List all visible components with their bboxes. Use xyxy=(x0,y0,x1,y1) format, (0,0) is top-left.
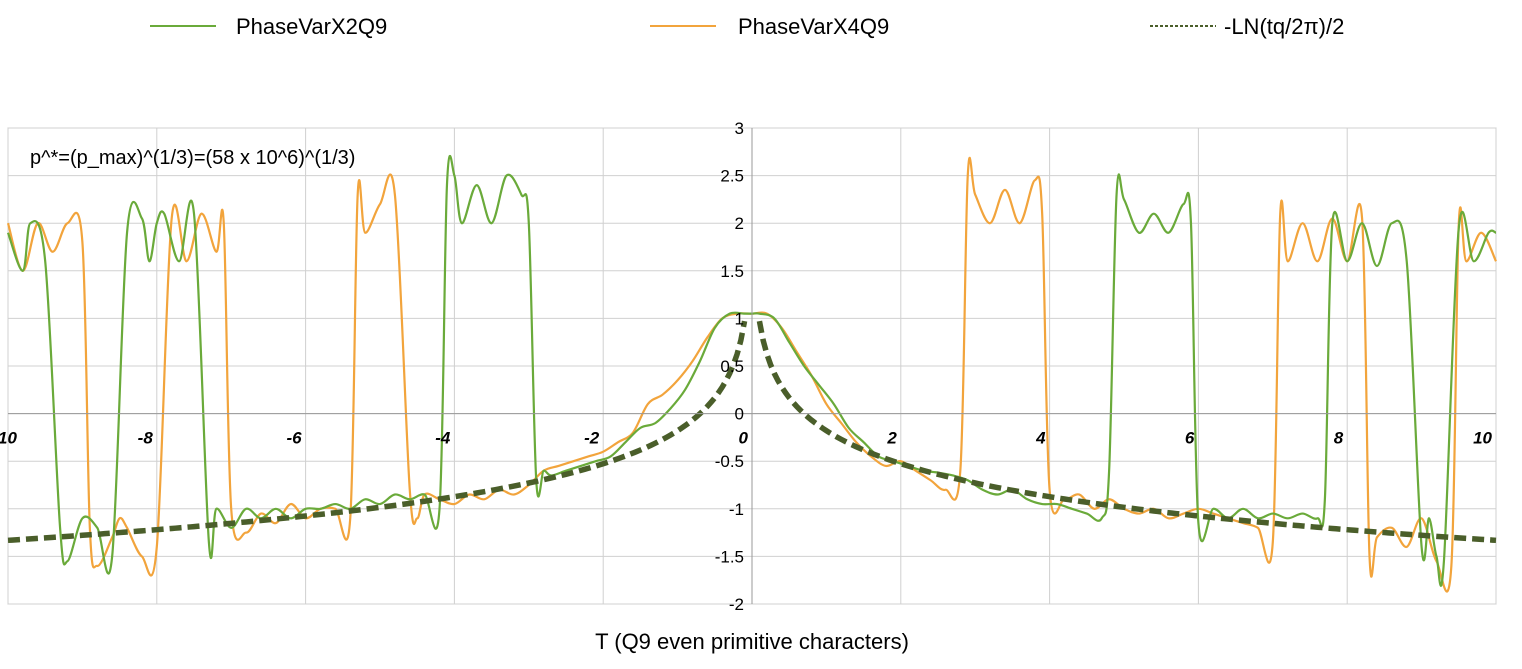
x-tick-label: -8 xyxy=(138,429,154,448)
axes-layer: 3 2.5 2 1.5 1 0.5 0 -0.5 -1 -1.5 -2 10 -8 -6 -4 -2 0 2 4 6 8… xyxy=(0,119,1496,614)
y-tick-label: 0.5 xyxy=(720,357,744,376)
x-tick-label: 4 xyxy=(1035,429,1046,448)
legend-label-series-2: PhaseVarX4Q9 xyxy=(738,14,889,39)
y-tick-label: 1.5 xyxy=(720,262,744,281)
x-tick-label: -4 xyxy=(435,429,451,448)
x-tick-label: 10 xyxy=(0,429,17,448)
y-tick-label: -1 xyxy=(729,500,744,519)
y-tick-label: 2 xyxy=(735,214,744,233)
legend-label-series-3: -LN(tq/2π)/2 xyxy=(1224,14,1344,39)
series-line-3-left xyxy=(7,320,748,544)
x-tick-label: 10 xyxy=(1473,429,1492,448)
y-tick-label: -2 xyxy=(729,595,744,614)
legend: PhaseVarX2Q9 PhaseVarX4Q9 -LN(tq/2π)/2 xyxy=(150,14,1344,39)
x-tick-label: 2 xyxy=(886,429,897,448)
x-tick-label: 8 xyxy=(1334,429,1344,448)
y-tick-label: 0 xyxy=(735,405,744,424)
x-axis-label: T (Q9 even primitive characters) xyxy=(595,629,909,654)
x-tick-label: -2 xyxy=(584,429,600,448)
y-tick-label: 3 xyxy=(735,119,744,138)
chart-annotation: p^*=(p_max)^(1/3)=(58 x 10^6)^(1/3) xyxy=(30,147,355,169)
x-tick-label: -6 xyxy=(286,429,302,448)
legend-label-series-1: PhaseVarX2Q9 xyxy=(236,14,387,39)
y-tick-label: 2.5 xyxy=(720,167,744,186)
series-line-1 xyxy=(6,155,1497,587)
series-line-3-right xyxy=(756,320,1497,544)
x-tick-label: 6 xyxy=(1185,429,1195,448)
y-tick-label: -0.5 xyxy=(715,452,744,471)
series-layer xyxy=(6,155,1497,593)
y-tick-label: -1.5 xyxy=(715,547,744,566)
y-tick-label: 1 xyxy=(735,309,744,328)
x-tick-label: 0 xyxy=(739,429,749,448)
